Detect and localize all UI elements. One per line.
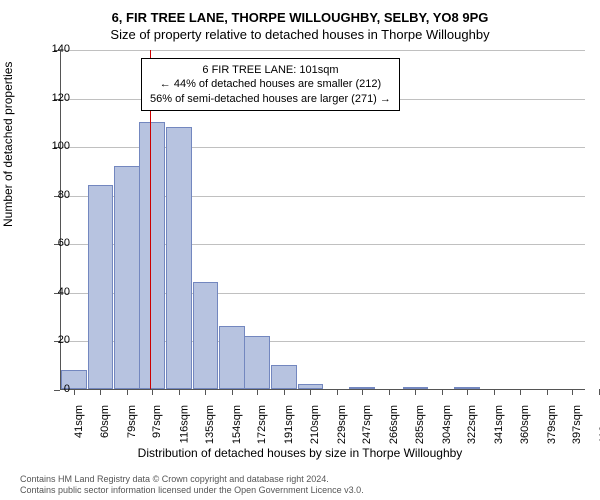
x-tick bbox=[520, 389, 521, 395]
y-tick-label: 0 bbox=[40, 383, 70, 395]
y-tick-label: 120 bbox=[40, 92, 70, 104]
bar bbox=[219, 326, 245, 389]
x-tick bbox=[389, 389, 390, 395]
footnote-line1: Contains HM Land Registry data © Crown c… bbox=[20, 474, 580, 486]
x-tick bbox=[337, 389, 338, 395]
y-axis-label: Number of detached properties bbox=[1, 62, 15, 227]
x-tick-label: 247sqm bbox=[361, 405, 373, 444]
y-tick-label: 60 bbox=[40, 237, 70, 249]
x-tick bbox=[232, 389, 233, 395]
bar bbox=[193, 282, 219, 389]
x-tick-label: 210sqm bbox=[309, 405, 321, 444]
bar bbox=[244, 336, 270, 389]
footnote: Contains HM Land Registry data © Crown c… bbox=[20, 474, 580, 497]
x-tick bbox=[362, 389, 363, 395]
x-tick-label: 285sqm bbox=[414, 405, 426, 444]
x-tick bbox=[494, 389, 495, 395]
y-tick-label: 40 bbox=[40, 286, 70, 298]
x-tick-label: 41sqm bbox=[73, 405, 85, 438]
x-tick-label: 360sqm bbox=[519, 405, 531, 444]
x-tick bbox=[205, 389, 206, 395]
bar bbox=[166, 127, 192, 389]
x-tick bbox=[284, 389, 285, 395]
x-tick-label: 116sqm bbox=[178, 405, 190, 443]
x-tick-label: 266sqm bbox=[388, 405, 400, 444]
chart-title-address: 6, FIR TREE LANE, THORPE WILLOUGHBY, SEL… bbox=[0, 10, 600, 25]
x-tick-label: 191sqm bbox=[283, 405, 295, 444]
x-tick-label: 172sqm bbox=[256, 405, 268, 444]
bar bbox=[139, 122, 165, 389]
chart-container: 6, FIR TREE LANE, THORPE WILLOUGHBY, SEL… bbox=[0, 0, 600, 500]
y-tick-label: 140 bbox=[40, 43, 70, 55]
x-tick-label: 97sqm bbox=[151, 405, 163, 438]
annotation-line2: ← 44% of detached houses are smaller (21… bbox=[150, 77, 391, 91]
y-tick-label: 100 bbox=[40, 140, 70, 152]
bar bbox=[114, 166, 140, 389]
plot-area: 41sqm60sqm79sqm97sqm116sqm135sqm154sqm17… bbox=[60, 50, 585, 390]
x-tick bbox=[257, 389, 258, 395]
x-tick bbox=[127, 389, 128, 395]
x-tick bbox=[310, 389, 311, 395]
bar bbox=[271, 365, 297, 389]
x-tick bbox=[179, 389, 180, 395]
footnote-line2: Contains public sector information licen… bbox=[20, 485, 580, 497]
bar bbox=[88, 185, 114, 389]
x-tick bbox=[74, 389, 75, 395]
x-tick bbox=[100, 389, 101, 395]
x-tick bbox=[415, 389, 416, 395]
x-tick-label: 135sqm bbox=[204, 405, 216, 444]
x-tick-label: 322sqm bbox=[466, 405, 478, 444]
x-tick-label: 154sqm bbox=[231, 405, 243, 444]
x-tick bbox=[467, 389, 468, 395]
x-tick bbox=[547, 389, 548, 395]
y-tick-label: 20 bbox=[40, 334, 70, 346]
x-tick bbox=[442, 389, 443, 395]
x-tick-label: 304sqm bbox=[441, 405, 453, 444]
chart-subtitle: Size of property relative to detached ho… bbox=[0, 27, 600, 42]
x-tick bbox=[152, 389, 153, 395]
x-tick-label: 397sqm bbox=[571, 405, 583, 444]
x-tick-label: 379sqm bbox=[546, 405, 558, 444]
x-tick-label: 60sqm bbox=[99, 405, 111, 438]
y-tick-label: 80 bbox=[40, 189, 70, 201]
annotation-line3: 56% of semi-detached houses are larger (… bbox=[150, 92, 391, 106]
x-tick-label: 229sqm bbox=[336, 405, 348, 444]
x-tick bbox=[572, 389, 573, 395]
annotation-line1: 6 FIR TREE LANE: 101sqm bbox=[150, 63, 391, 77]
x-axis-label: Distribution of detached houses by size … bbox=[0, 446, 600, 460]
annotation-box: 6 FIR TREE LANE: 101sqm ← 44% of detache… bbox=[141, 58, 400, 111]
x-tick-label: 79sqm bbox=[126, 405, 138, 438]
x-tick-label: 341sqm bbox=[493, 405, 505, 444]
